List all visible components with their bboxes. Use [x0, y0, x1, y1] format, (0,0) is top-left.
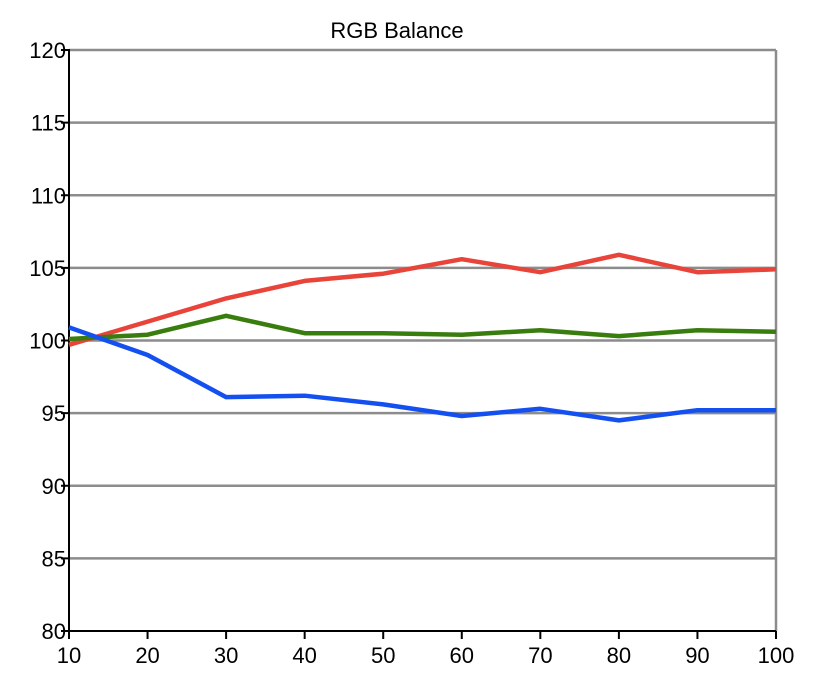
x-tick-label: 60	[450, 643, 474, 668]
x-tick-label: 30	[214, 643, 238, 668]
y-tick-labels: 80 85 90 95 100 105 110 115 120	[29, 38, 66, 644]
x-tick-label: 90	[685, 643, 709, 668]
x-tick-label: 70	[528, 643, 552, 668]
series-line-blue	[68, 325, 776, 423]
y-tick-label: 90	[42, 474, 66, 499]
gridlines	[69, 48, 778, 631]
x-tick-label: 100	[758, 643, 795, 668]
series-green	[68, 313, 777, 342]
y-tick-label: 95	[42, 401, 66, 426]
x-tick-label: 50	[371, 643, 395, 668]
x-tick-label: 20	[135, 643, 159, 668]
series-blue	[68, 325, 776, 423]
chart-title: RGB Balance	[330, 18, 463, 43]
series-red	[68, 252, 777, 348]
y-tick-label: 115	[31, 111, 66, 136]
y-tick-label: 85	[42, 546, 66, 571]
x-tick-labels: 10 20 30 40 50 60 70 80 90 100	[57, 643, 795, 668]
x-tick-label: 40	[292, 643, 316, 668]
y-tick-label: 100	[29, 329, 66, 354]
axes	[61, 49, 777, 639]
series-line-red	[68, 252, 777, 348]
series-line-green	[68, 313, 777, 342]
y-tick-label: 105	[29, 256, 66, 281]
y-tick-label: 120	[29, 38, 66, 63]
y-tick-label: 110	[31, 183, 66, 208]
x-tick-label: 10	[57, 643, 81, 668]
data-series	[68, 252, 777, 423]
x-tick-label: 80	[607, 643, 631, 668]
y-tick-label: 80	[42, 619, 66, 644]
